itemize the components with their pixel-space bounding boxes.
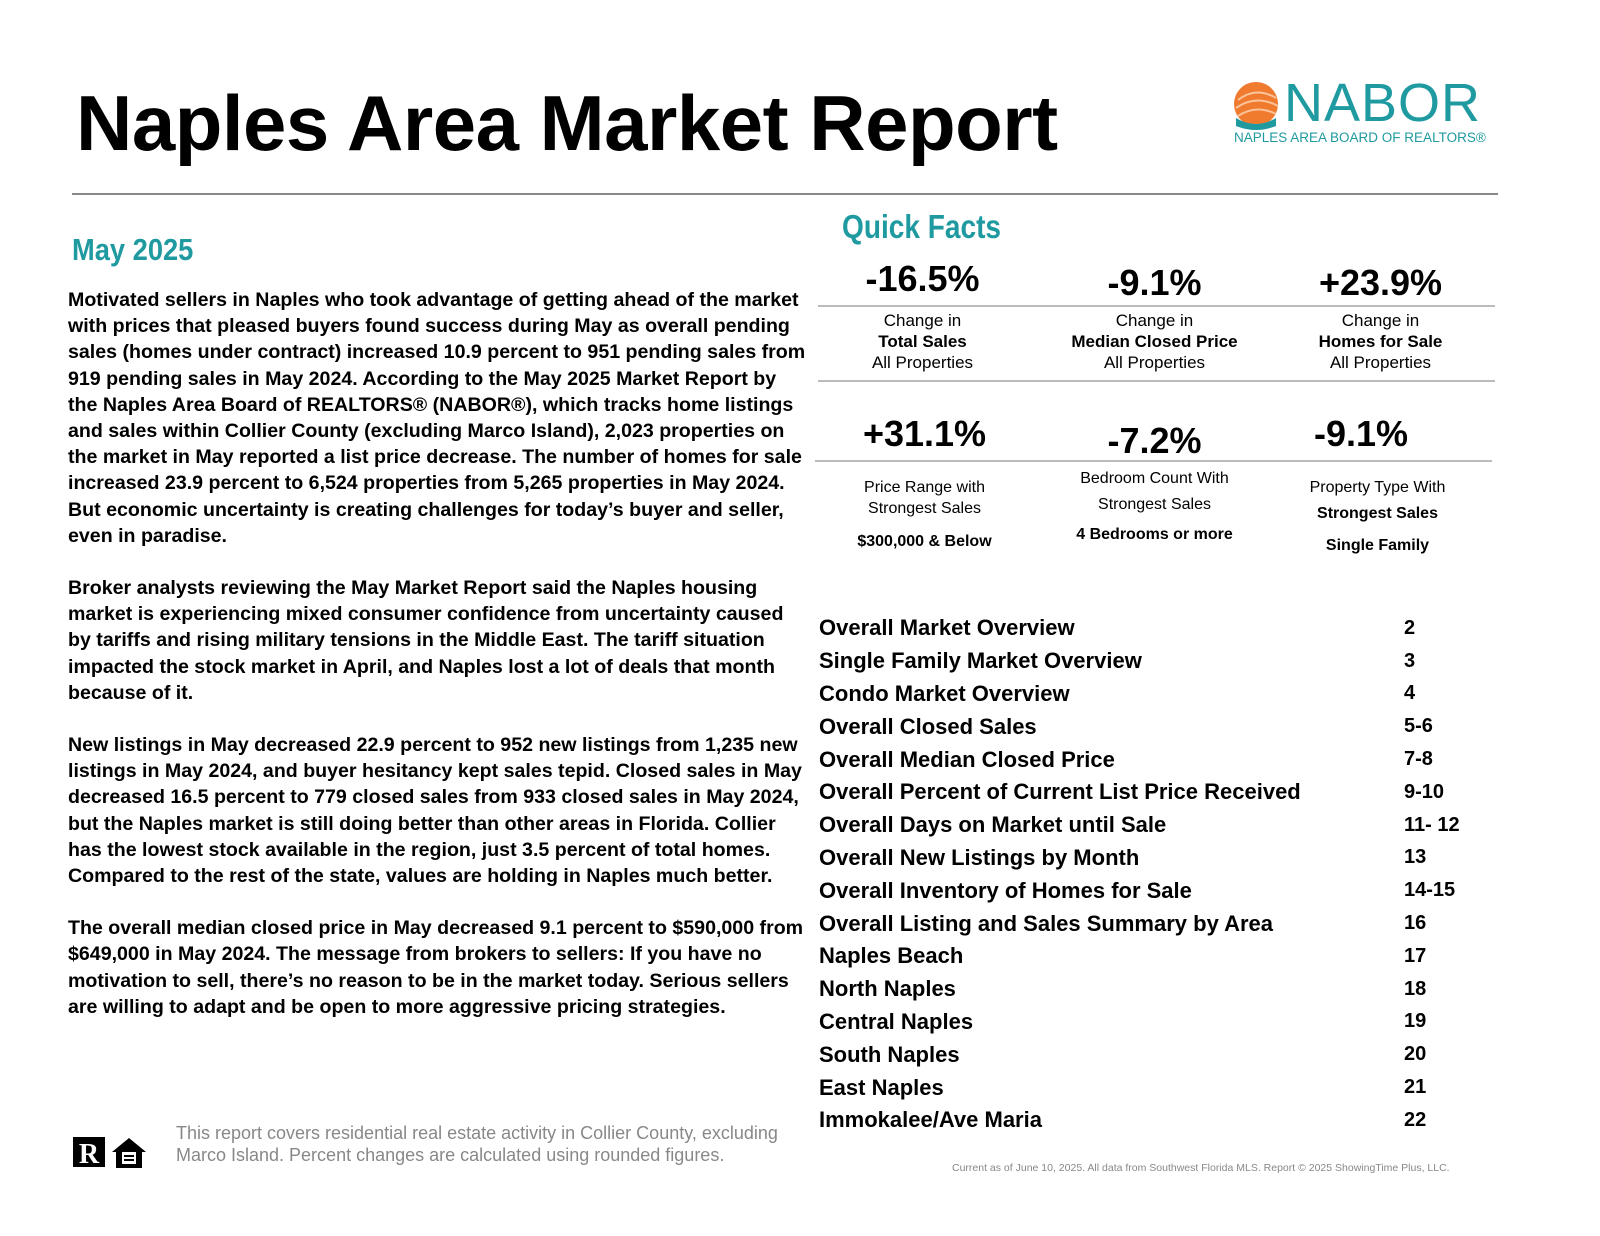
divider (818, 305, 1495, 307)
toc-item-page: 22 (1404, 1108, 1427, 1131)
toc-item-name: Central Naples (819, 1008, 974, 1034)
equal-housing-icon (112, 1138, 147, 1168)
fact-label: Change in Total Sales All Properties (871, 311, 974, 372)
nabor-logo: NABOR NAPLES AREA BOARD OF REALTORS® (1232, 73, 1502, 153)
header-divider (72, 193, 1498, 195)
realtor-icon: R (73, 1137, 105, 1170)
toc-item-name: Overall Closed Sales (819, 713, 1037, 739)
fact-median-price: -9.1% Change in Median Closed Price All Pr… (1042, 262, 1267, 373)
fact-price-range: +31.1% Price Range with Strongest Sales $3… (812, 413, 1037, 552)
fact-bedroom-count: -7.2% Bedroom Count With Strongest Sales 4… (1042, 420, 1267, 548)
fact-value: +23.9% (1318, 262, 1443, 303)
fact-label: Property Type With Strongest Sales Single … (1309, 479, 1446, 554)
toc-item-page: 11- 12 (1404, 813, 1460, 836)
toc-item-page: 9-10 (1404, 780, 1445, 803)
toc-item-page: 17 (1404, 944, 1427, 967)
toc-item-name: Immokalee/Ave Maria (819, 1107, 1042, 1133)
divider (815, 460, 1492, 462)
fact-label: Price Range with Strongest Sales $300,000 … (857, 479, 992, 550)
toc-item-page: 14-15 (1404, 879, 1456, 902)
toc-item-page: 16 (1404, 912, 1427, 935)
paragraph: The overall median closed price in May d… (68, 917, 804, 1018)
paragraph: Motivated sellers in Naples who took adv… (68, 289, 806, 547)
fact-label: Bedroom Count With Strongest Sales 4 Bedro… (1076, 470, 1233, 543)
toc-item-name: Overall Median Closed Price (819, 746, 1115, 772)
toc-item-name: Condo Market Overview (819, 680, 1070, 706)
toc-item-name: Overall New Listings by Month (819, 844, 1140, 870)
fact-label: Change in Homes for Sale All Properties (1318, 311, 1443, 372)
toc-item[interactable]: Overall Days on Market until Sale 11- 12 (819, 809, 1479, 842)
toc-item[interactable]: Overall Percent of Current List Price Re… (819, 776, 1479, 809)
toc-item[interactable]: North Naples 18 (819, 973, 1479, 1006)
toc-item-name: Naples Beach (819, 943, 964, 969)
page-title: Naples Area Market Report (76, 79, 1058, 167)
report-month: May 2025 (72, 232, 194, 267)
toc-item-name: Overall Listing and Sales Summary by Are… (819, 910, 1274, 936)
toc-item[interactable]: Single Family Market Overview 3 (819, 645, 1479, 678)
fact-value: -9.1% (1107, 262, 1202, 303)
toc-item-name: Single Family Market Overview (819, 648, 1142, 674)
toc-item-name: South Naples (819, 1041, 960, 1067)
report-body: Motivated sellers in Naples who took adv… (68, 287, 808, 1046)
toc-item-page: 5-6 (1404, 715, 1433, 738)
table-of-contents: Overall Market Overview 2 Single Family Ma… (819, 612, 1479, 1137)
toc-item-page: 19 (1404, 1010, 1427, 1033)
fact-property-type: -9.1% Property Type With Strongest Sales S… (1250, 413, 1475, 559)
toc-item[interactable]: Overall Market Overview 2 (819, 612, 1479, 645)
toc-item[interactable]: Naples Beach 17 (819, 940, 1479, 973)
svg-text:R: R (79, 1139, 100, 1170)
fact-total-sales: -16.5% Change in Total Sales All Propertie… (810, 258, 1035, 373)
toc-item-page: 18 (1404, 977, 1427, 1000)
toc-item[interactable]: Overall Listing and Sales Summary by Are… (819, 907, 1479, 940)
toc-item-name: Overall Market Overview (819, 615, 1075, 641)
toc-item[interactable]: Condo Market Overview 4 (819, 678, 1479, 711)
fact-homes-for-sale: +23.9% Change in Homes for Sale All Proper… (1268, 262, 1493, 373)
toc-item-name: East Naples (819, 1074, 944, 1100)
toc-item-name: North Naples (819, 976, 956, 1002)
toc-item[interactable]: Overall Median Closed Price 7-8 (819, 743, 1479, 776)
paragraph: Broker analysts reviewing the May Market… (68, 577, 784, 704)
fact-value: -16.5% (865, 258, 980, 299)
toc-item-page: 20 (1404, 1043, 1427, 1066)
toc-item-name: Overall Days on Market until Sale (819, 812, 1167, 838)
toc-item[interactable]: South Naples 20 (819, 1038, 1479, 1071)
quick-facts-title: Quick Facts (842, 208, 1002, 245)
logo-subtitle: NAPLES AREA BOARD OF REALTORS® (1234, 130, 1486, 145)
fact-value: +31.1% (862, 413, 987, 454)
data-credit: Current as of June 10, 2025. All data fr… (952, 1162, 1450, 1174)
toc-item[interactable]: Overall Inventory of Homes for Sale 14-15 (819, 874, 1479, 907)
toc-item-name: Overall Inventory of Homes for Sale (819, 877, 1192, 903)
toc-item[interactable]: Overall New Listings by Month 13 (819, 842, 1479, 875)
fact-value: -7.2% (1107, 420, 1202, 461)
toc-item-page: 7-8 (1404, 748, 1433, 771)
footnote: This report covers residential real esta… (176, 1123, 778, 1165)
toc-item[interactable]: East Naples 21 (819, 1071, 1479, 1104)
toc-item[interactable]: Central Naples 19 (819, 1006, 1479, 1039)
divider (818, 380, 1495, 382)
toc-item-page: 2 (1404, 616, 1416, 639)
toc-item-page: 13 (1404, 846, 1427, 869)
paragraph: New listings in May decreased 22.9 perce… (68, 734, 802, 888)
toc-item-page: 21 (1404, 1076, 1427, 1099)
toc-item-page: 4 (1404, 682, 1416, 705)
toc-item-name: Overall Percent of Current List Price Re… (819, 779, 1301, 805)
footer-icons: R (72, 1136, 148, 1179)
fact-value: -9.1% (1314, 413, 1409, 454)
shell-icon (1234, 82, 1279, 130)
fact-label: Change in Median Closed Price All Properti… (1071, 311, 1238, 372)
toc-item[interactable]: Immokalee/Ave Maria 22 (819, 1104, 1479, 1137)
toc-item[interactable]: Overall Closed Sales 5-6 (819, 710, 1479, 743)
toc-item-page: 3 (1404, 649, 1416, 672)
logo-word: NABOR (1284, 73, 1482, 133)
